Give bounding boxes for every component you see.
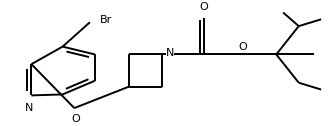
Text: O: O [71, 114, 79, 124]
Text: O: O [200, 3, 208, 12]
Text: Br: Br [100, 15, 112, 25]
Text: N: N [25, 103, 34, 113]
Text: N: N [166, 49, 174, 58]
Text: O: O [239, 42, 247, 52]
